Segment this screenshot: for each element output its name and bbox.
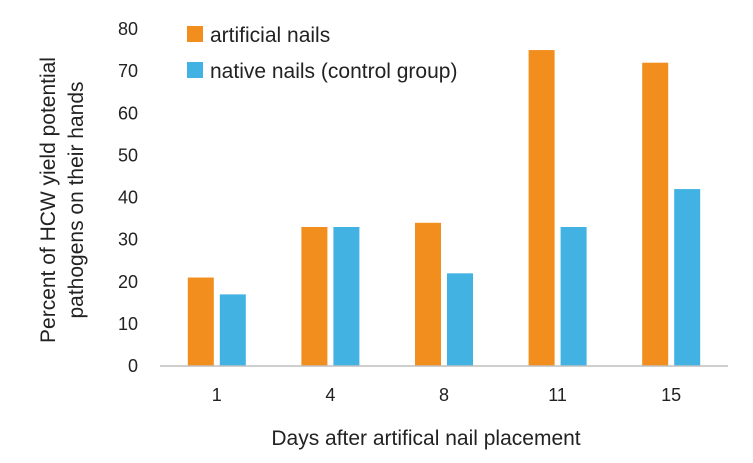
y-tick-label: 60 — [118, 103, 138, 123]
y-axis-title-line-2: pathogens on their hands — [65, 81, 88, 318]
x-tick-label: 8 — [439, 385, 449, 405]
bar — [333, 226, 360, 366]
bars — [187, 50, 701, 366]
x-tick-label: 15 — [661, 385, 681, 405]
y-tick-label: 80 — [118, 19, 138, 39]
x-tick-label: 1 — [212, 385, 222, 405]
y-tick-label: 20 — [118, 272, 138, 292]
bar — [642, 62, 669, 366]
bar — [219, 294, 246, 366]
bar — [301, 226, 328, 366]
bar — [528, 50, 555, 366]
bar — [560, 226, 587, 366]
legend-label-artificial-nails: artificial nails — [210, 24, 330, 47]
y-axis-title: Percent of HCW yield potential pathogens… — [37, 57, 88, 343]
y-tick-label: 40 — [118, 188, 138, 208]
legend-label-native-nails: native nails (control group) — [210, 60, 457, 83]
bar — [415, 222, 441, 366]
legend-swatch-native-nails — [187, 62, 203, 78]
y-tick-label: 50 — [118, 145, 138, 165]
legend: artificial nails native nails (control g… — [187, 24, 457, 83]
x-tick-label: 11 — [548, 385, 567, 405]
y-tick-label: 10 — [118, 314, 138, 334]
bar — [674, 189, 701, 366]
y-tick-label: 70 — [118, 61, 138, 81]
x-axis-title: Days after artifical nail placement — [271, 427, 580, 450]
bar — [187, 277, 214, 366]
legend-swatch-artificial-nails — [187, 26, 203, 42]
x-axis-tick-labels: 1 4 8 11 15 — [212, 385, 681, 405]
y-tick-label: 30 — [118, 230, 138, 250]
y-axis-title-line-1: Percent of HCW yield potential — [37, 57, 60, 343]
x-tick-label: 4 — [325, 385, 335, 405]
bar — [447, 273, 473, 366]
y-axis-tick-labels: 0 10 20 30 40 50 60 70 80 — [118, 19, 138, 376]
y-tick-label: 0 — [128, 356, 138, 376]
